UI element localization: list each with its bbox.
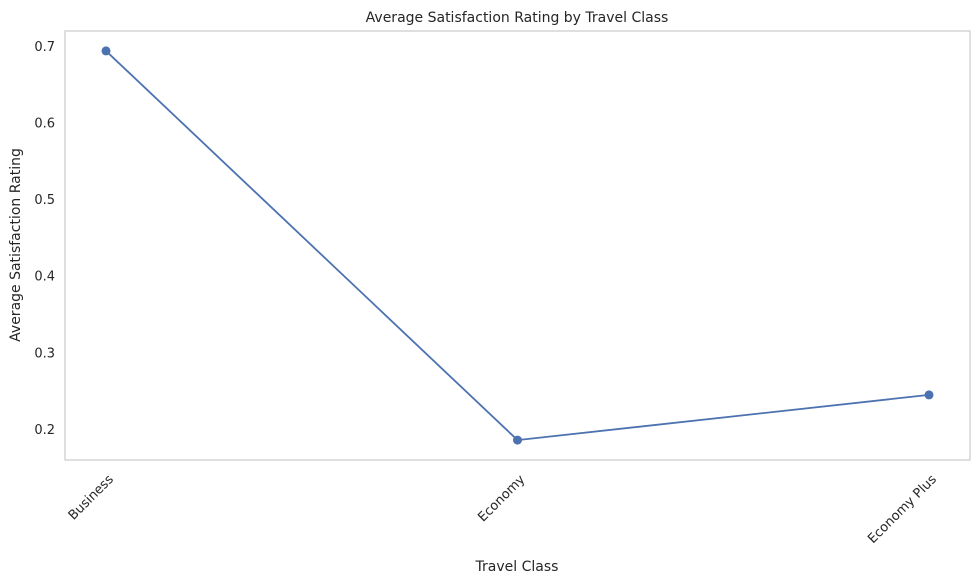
y-tick-label: 0.5 <box>34 193 55 208</box>
y-tick-label: 0.4 <box>34 270 55 285</box>
x-axis: Business Economy Economy Plus <box>66 472 940 547</box>
y-axis: 0.2 0.3 0.4 0.5 0.6 0.7 <box>34 40 55 438</box>
y-tick-label: 0.2 <box>34 423 55 438</box>
x-tick-label: Economy <box>475 472 528 525</box>
series-line <box>105 50 930 442</box>
y-tick-label: 0.3 <box>34 346 55 361</box>
chart-title: Average Satisfaction Rating by Travel Cl… <box>366 10 669 26</box>
series-points <box>101 46 934 445</box>
data-point <box>101 46 111 56</box>
x-axis-label: Travel Class <box>475 559 559 575</box>
y-axis-label: Average Satisfaction Rating <box>8 148 24 342</box>
plot-area <box>64 30 971 461</box>
y-tick-label: 0.6 <box>34 116 55 131</box>
y-tick-label: 0.7 <box>34 40 55 55</box>
x-tick-label: Business <box>66 472 117 523</box>
data-point <box>513 435 522 445</box>
x-tick-label: Economy Plus <box>865 472 940 547</box>
data-point <box>924 390 934 400</box>
